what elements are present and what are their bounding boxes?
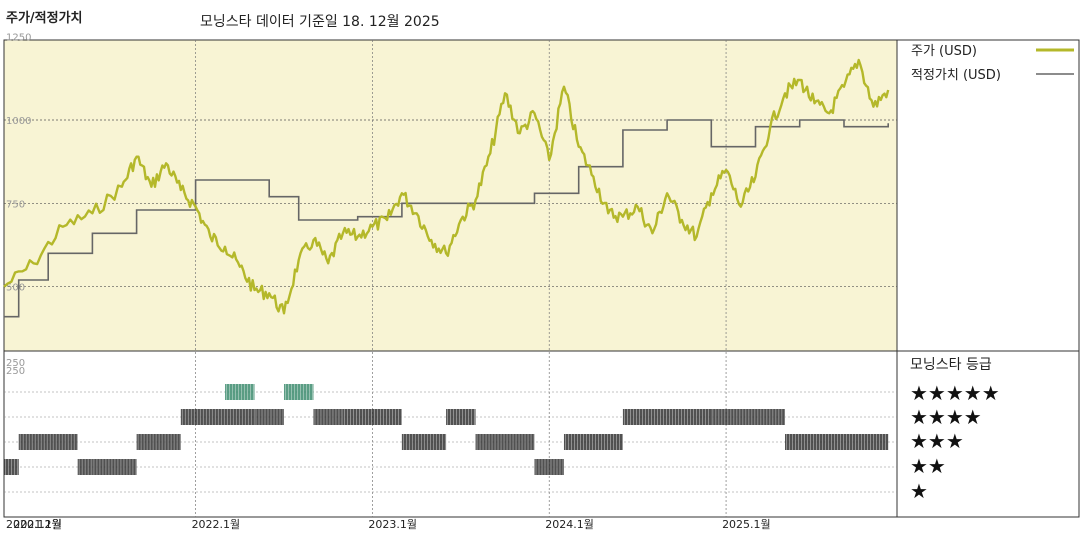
legend-price-label: 주가 (USD): [911, 44, 977, 59]
rating-bar-5-star: [283, 384, 314, 400]
x-tick-label: 2021.1월: [13, 518, 62, 531]
rating-bar-4-star: [180, 409, 255, 425]
x-tick-label: 2020.12월: [6, 518, 62, 531]
x-tick-label: 2025.1월: [722, 518, 771, 531]
price-line: [3, 58, 890, 315]
rating-bar-4-star: [313, 409, 343, 425]
rating-bar-2-star: [77, 459, 93, 475]
rating-bar-fill: [711, 409, 786, 425]
plot-background: [4, 40, 897, 351]
rating-y-label: 250: [6, 358, 25, 369]
rating-bar-fill: [313, 409, 343, 425]
rating-bar-4-star: [254, 409, 284, 425]
rating-bar-2-star: [4, 459, 19, 475]
rating-bar-5-star: [225, 384, 255, 400]
y-tick-label: 500: [6, 283, 25, 294]
fair-value-line: [4, 119, 890, 318]
y-tick-labels: 1250 1000 750 500 250: [6, 33, 31, 377]
y-tick-label: 250: [6, 366, 25, 377]
rating-bar-2-star: [92, 459, 137, 475]
rating-bar-3-star: [475, 434, 535, 450]
rating-bar-fill: [92, 459, 137, 475]
y-tick-label: 750: [6, 199, 25, 210]
rating-bar-fill: [225, 384, 255, 400]
rating-bars: [4, 384, 889, 475]
x-tick-label: 2024.1월: [545, 518, 594, 531]
grid-lines: [4, 40, 897, 517]
rating-bar-fill: [254, 409, 284, 425]
rating-bar-fill: [622, 409, 712, 425]
rating-2-stars: ★★: [910, 454, 946, 478]
rating-bar-fill: [446, 409, 476, 425]
rating-bar-fill: [401, 434, 447, 450]
x-tick-label: 2022.1월: [192, 518, 241, 531]
rating-bar-fill: [563, 434, 623, 450]
rating-bar-fill: [534, 459, 564, 475]
rating-bar-fill: [180, 409, 255, 425]
rating-bar-fill: [18, 434, 78, 450]
rating-bar-4-star: [711, 409, 786, 425]
rating-bar-fill: [283, 384, 314, 400]
rating-bar-4-star: [342, 409, 402, 425]
chart-frame: [3, 39, 1080, 518]
y-tick-label: 1000: [6, 116, 31, 127]
rating-bar-fill: [136, 434, 181, 450]
rating-bar-fill: [785, 434, 889, 450]
rating-bar-2-star: [534, 459, 564, 475]
rating-bar-fill: [342, 409, 402, 425]
y-tick-label: 1250: [6, 33, 31, 44]
rating-bar-3-star: [18, 434, 78, 450]
rating-bar-3-star: [563, 434, 623, 450]
rating-5-stars: ★★★★★: [910, 381, 1000, 405]
rating-bar-3-star: [136, 434, 181, 450]
rating-legend-title: 모닝스타 등급: [910, 357, 992, 373]
rating-bar-3-star: [785, 434, 889, 450]
rating-bar-3-star: [401, 434, 447, 450]
chart-title: 주가/적정가치: [6, 10, 83, 26]
rating-bar-4-star: [446, 409, 476, 425]
chart-subtitle: 모닝스타 데이터 기준일 18. 12월 2025: [200, 14, 440, 30]
rating-1-star: ★: [910, 479, 928, 503]
rating-3-stars: ★★★: [910, 429, 964, 453]
x-tick-label: 2023.1월: [368, 518, 417, 531]
rating-bar-4-star: [622, 409, 712, 425]
rating-bar-fill: [77, 459, 93, 475]
legend-fair-label: 적정가치 (USD): [911, 68, 1001, 83]
rating-bar-fill: [475, 434, 535, 450]
rating-4-stars: ★★★★: [910, 405, 982, 429]
rating-bar-fill: [4, 459, 19, 475]
